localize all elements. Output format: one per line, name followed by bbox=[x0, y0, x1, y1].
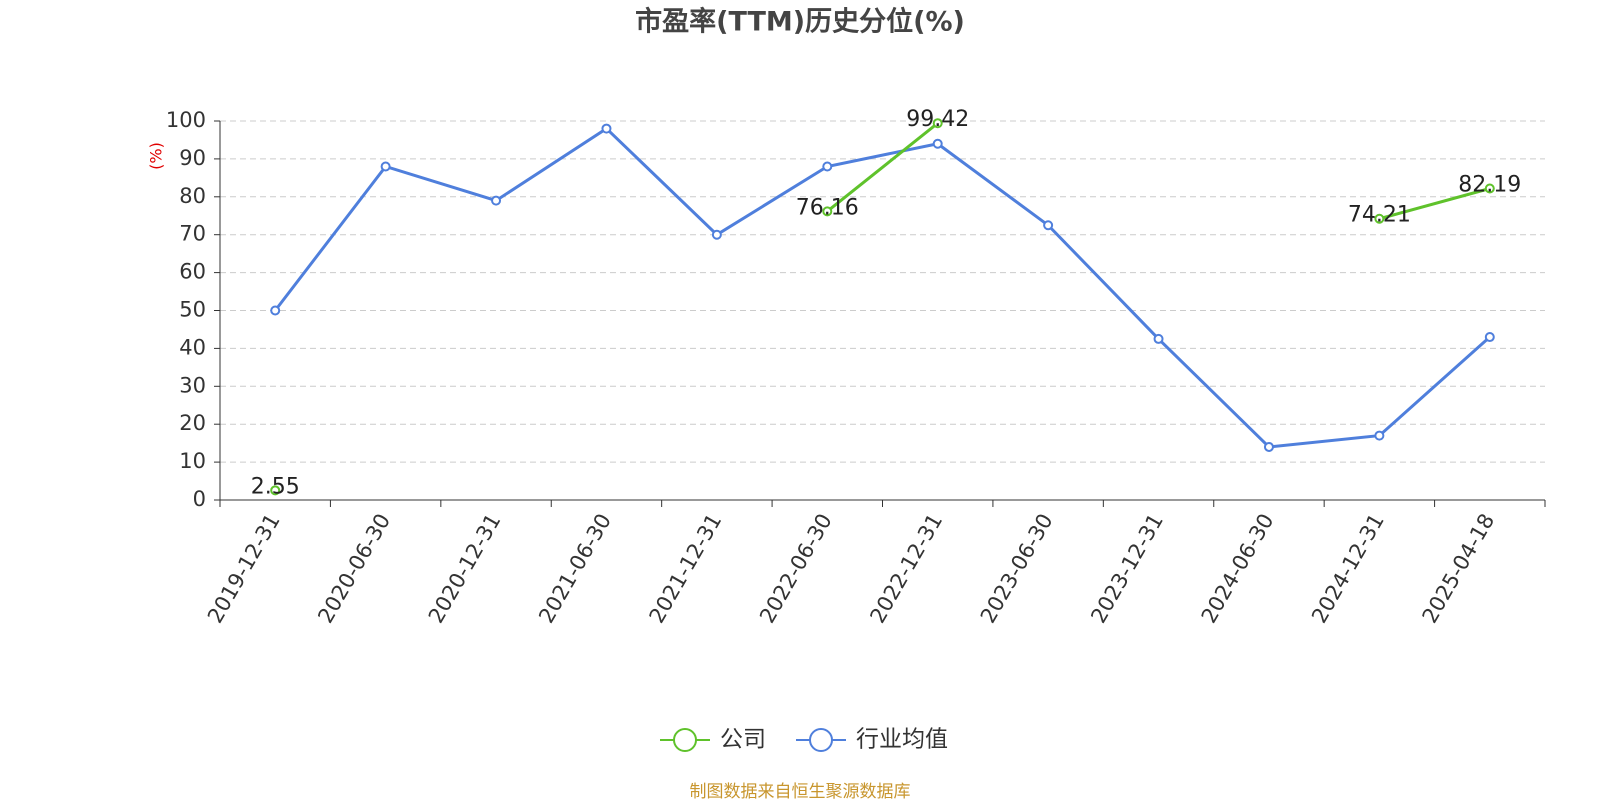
point bbox=[711, 229, 722, 240]
x-tick-label: 2024-06-30 bbox=[1197, 510, 1279, 628]
data-label: 76.16 bbox=[796, 195, 859, 220]
series-line bbox=[274, 126, 1491, 449]
point bbox=[1374, 213, 1385, 224]
data-label: 74.21 bbox=[1348, 203, 1411, 228]
legend-label: 行业均值 bbox=[856, 727, 948, 753]
point bbox=[1043, 220, 1054, 231]
x-tick-label: 2022-12-31 bbox=[865, 509, 947, 627]
y-tick-label: 10 bbox=[179, 449, 206, 473]
x-tick-label: 2021-06-30 bbox=[534, 510, 616, 628]
y-tick-label: 60 bbox=[179, 260, 206, 284]
data-label: 2.55 bbox=[251, 474, 300, 499]
point bbox=[932, 118, 943, 129]
x-tick-label: 2021-12-31 bbox=[645, 510, 727, 628]
legend-marker bbox=[809, 728, 833, 752]
series-line bbox=[826, 122, 1491, 221]
x-tick-label: 2023-12-31 bbox=[1086, 510, 1168, 628]
point bbox=[1484, 332, 1495, 343]
legend-marker bbox=[673, 728, 697, 752]
point bbox=[270, 305, 281, 316]
x-tick-label: 2025-04-18 bbox=[1418, 510, 1500, 628]
point bbox=[822, 161, 833, 172]
x-tick-label: 2019-12-31 bbox=[203, 510, 285, 628]
y-tick-label: 0 bbox=[193, 487, 206, 511]
legend-label: 公司 bbox=[720, 727, 766, 753]
data-label: 82.19 bbox=[1458, 172, 1521, 197]
y-tick-label: 80 bbox=[179, 184, 206, 208]
y-tick-label: 100 bbox=[166, 108, 206, 132]
y-tick-label: 20 bbox=[179, 411, 206, 435]
point bbox=[1484, 183, 1495, 194]
x-tick-label: 2024-12-31 bbox=[1307, 510, 1389, 628]
point bbox=[1374, 430, 1385, 441]
x-tick-label: 2023-06-30 bbox=[976, 510, 1058, 628]
x-tick-label: 2022-06-30 bbox=[755, 510, 837, 628]
chart-title: 市盈率(TTM)历史分位(%) bbox=[635, 6, 965, 38]
point bbox=[491, 195, 502, 206]
point bbox=[601, 123, 612, 134]
y-tick-label: 70 bbox=[179, 222, 206, 246]
point bbox=[1263, 441, 1274, 452]
data-label: 99.42 bbox=[906, 107, 969, 132]
point bbox=[1153, 333, 1164, 344]
y-tick-label: 50 bbox=[179, 298, 206, 322]
y-tick-label: 90 bbox=[179, 146, 206, 170]
y-tick-label: 40 bbox=[179, 335, 206, 359]
y-tick-label: 30 bbox=[179, 373, 206, 397]
x-tick-label: 2020-12-31 bbox=[424, 509, 506, 627]
point bbox=[822, 206, 833, 217]
x-tick-label: 2020-06-30 bbox=[313, 510, 395, 628]
point bbox=[380, 161, 391, 172]
point bbox=[932, 138, 943, 149]
source-note: 制图数据来自恒生聚源数据库 bbox=[690, 782, 911, 800]
point bbox=[270, 485, 281, 496]
y-axis-label: (%) bbox=[147, 142, 166, 170]
